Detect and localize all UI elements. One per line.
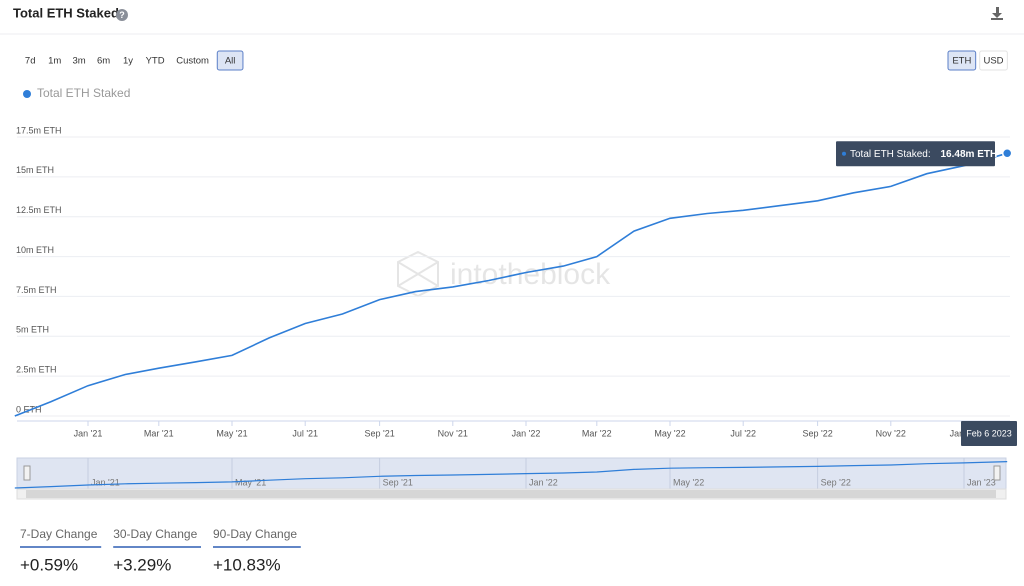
tooltip-point (1001, 148, 1013, 159)
range-button[interactable] (171, 50, 214, 71)
x-tick-label: Jan '22 (512, 428, 541, 438)
range-button-label[interactable]: Custom (176, 56, 209, 67)
watermark: intotheblock (397, 250, 611, 298)
range-button-label[interactable]: 7d (25, 56, 36, 67)
navigator-tick-label: Jan '23 (967, 477, 996, 487)
stat-value: +3.29% (113, 555, 171, 574)
stat-value: +0.59% (20, 555, 78, 574)
y-tick-label: 7.5m ETH (16, 285, 57, 295)
x-tick-label: Jul '22 (730, 428, 756, 438)
y-tick-label: 17.5m ETH (16, 125, 62, 135)
x-tick-label: May '21 (216, 428, 247, 438)
range-button-label[interactable]: 1y (123, 56, 133, 67)
x-tick-label: Mar '22 (582, 428, 612, 438)
tooltip-label: Total ETH Staked: (850, 149, 931, 160)
navigator-tick-label: May '21 (235, 477, 266, 487)
unit-button-label[interactable]: USD (983, 56, 1003, 67)
legend-label[interactable]: Total ETH Staked (37, 86, 130, 100)
navigator-tick-label: Sep '21 (383, 477, 413, 487)
navigator-handle[interactable] (993, 465, 1001, 481)
x-tick-label: Mar '21 (144, 428, 174, 438)
range-button[interactable] (68, 50, 90, 71)
unit-button[interactable] (979, 50, 1008, 71)
legend-marker (23, 90, 31, 98)
y-tick-label: 0 ETH (16, 404, 42, 414)
help-icon-glyph: ? (119, 10, 125, 20)
range-button-label[interactable]: All (225, 56, 236, 67)
y-tick-label: 2.5m ETH (16, 365, 57, 375)
data-line (14, 152, 1008, 417)
tooltip-marker (842, 151, 846, 156)
navigator-line (14, 461, 1008, 489)
navigator-tick-label: Jan '21 (91, 477, 120, 487)
x-tick-label: Jan '21 (74, 428, 103, 438)
watermark-text: intotheblock (450, 258, 611, 291)
scrollbar-thumb[interactable] (26, 490, 996, 498)
date-label-box (961, 421, 1017, 446)
navigator-tick-label: Jan '22 (529, 477, 558, 487)
unit-button[interactable] (947, 50, 977, 71)
stat-label: 7-Day Change (20, 527, 98, 541)
tooltip-value: 16.48m ETH (941, 149, 998, 160)
download-icon[interactable] (991, 7, 1003, 20)
y-tick-label: 5m ETH (16, 325, 49, 335)
date-label: Feb 6 2023 (966, 428, 1012, 438)
range-button[interactable] (92, 50, 115, 71)
help-icon[interactable] (116, 9, 128, 21)
range-button[interactable] (141, 50, 169, 71)
x-tick-label: Nov '22 (876, 428, 906, 438)
x-tick-label: Nov '21 (438, 428, 468, 438)
range-button[interactable] (117, 50, 139, 71)
range-button[interactable] (216, 50, 244, 71)
x-tick-label: Sep '21 (364, 428, 394, 438)
range-button[interactable] (19, 50, 41, 71)
range-button-label[interactable]: YTD (146, 56, 165, 67)
y-tick-label: 12.5m ETH (16, 205, 62, 215)
range-button-label[interactable]: 6m (97, 56, 110, 67)
y-tick-label: 10m ETH (16, 245, 54, 255)
page-title: Total ETH Staked (13, 5, 119, 20)
y-tick-label: 15m ETH (16, 165, 54, 175)
x-tick-label: May '22 (654, 428, 685, 438)
x-tick-label: Jul '21 (292, 428, 318, 438)
stat-value: +10.83% (213, 555, 281, 574)
navigator-tick-label: May '22 (673, 477, 704, 487)
range-button[interactable] (43, 50, 66, 71)
range-button-label[interactable]: 3m (73, 56, 86, 67)
tooltip-box (836, 141, 995, 167)
navigator-handle[interactable] (23, 465, 31, 481)
stat-label: 30-Day Change (113, 527, 197, 541)
navigator-tick-label: Sep '22 (821, 477, 851, 487)
unit-button-label[interactable]: ETH (952, 56, 971, 67)
stat-label: 90-Day Change (213, 527, 297, 541)
range-button-label[interactable]: 1m (48, 56, 61, 67)
x-tick-label: Sep '22 (802, 428, 832, 438)
